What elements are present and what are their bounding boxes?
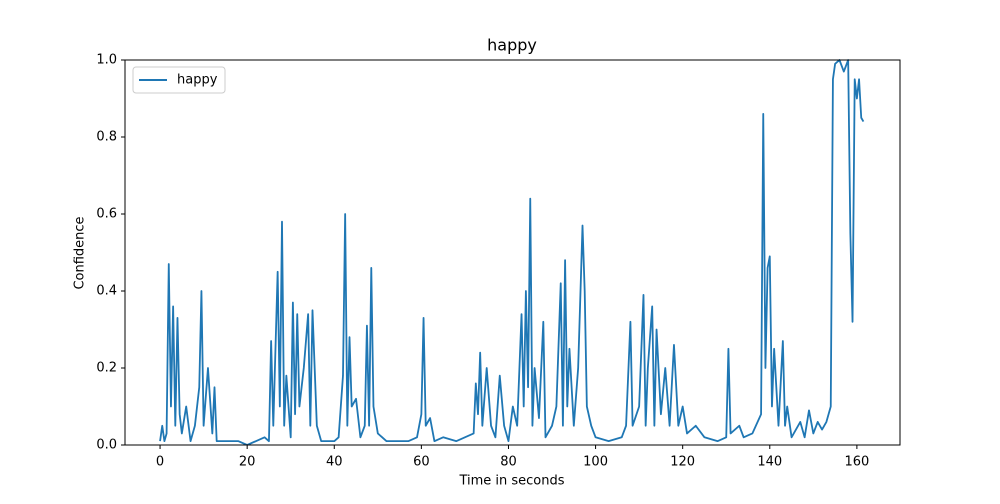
- x-tick-label: 120: [670, 455, 695, 470]
- y-tick-label: 0.8: [96, 130, 117, 145]
- x-tick-label: 20: [239, 455, 256, 470]
- data-line: [159, 59, 865, 445]
- x-tick-label: 140: [757, 455, 782, 470]
- plot-frame: [124, 59, 901, 446]
- x-tick-label: 80: [500, 455, 517, 470]
- y-tick-label: 1.0: [96, 53, 117, 68]
- chart-title: happy: [487, 36, 537, 55]
- x-axis-label: Time in seconds: [458, 474, 564, 489]
- legend-box: [132, 66, 226, 94]
- y-tick-label: 0.0: [96, 438, 117, 453]
- x-tick-label: 40: [326, 455, 343, 470]
- x-tick-label: 160: [844, 455, 869, 470]
- y-tick-label: 0.2: [96, 361, 117, 376]
- y-tick-label: 0.6: [96, 207, 117, 222]
- x-tick-label: 0: [156, 455, 164, 470]
- y-axis-label: Confidence: [73, 216, 88, 289]
- y-tick-label: 0.4: [96, 284, 117, 299]
- x-tick-label: 60: [413, 455, 430, 470]
- x-tick-label: 100: [583, 455, 608, 470]
- legend-label: happy: [177, 73, 218, 88]
